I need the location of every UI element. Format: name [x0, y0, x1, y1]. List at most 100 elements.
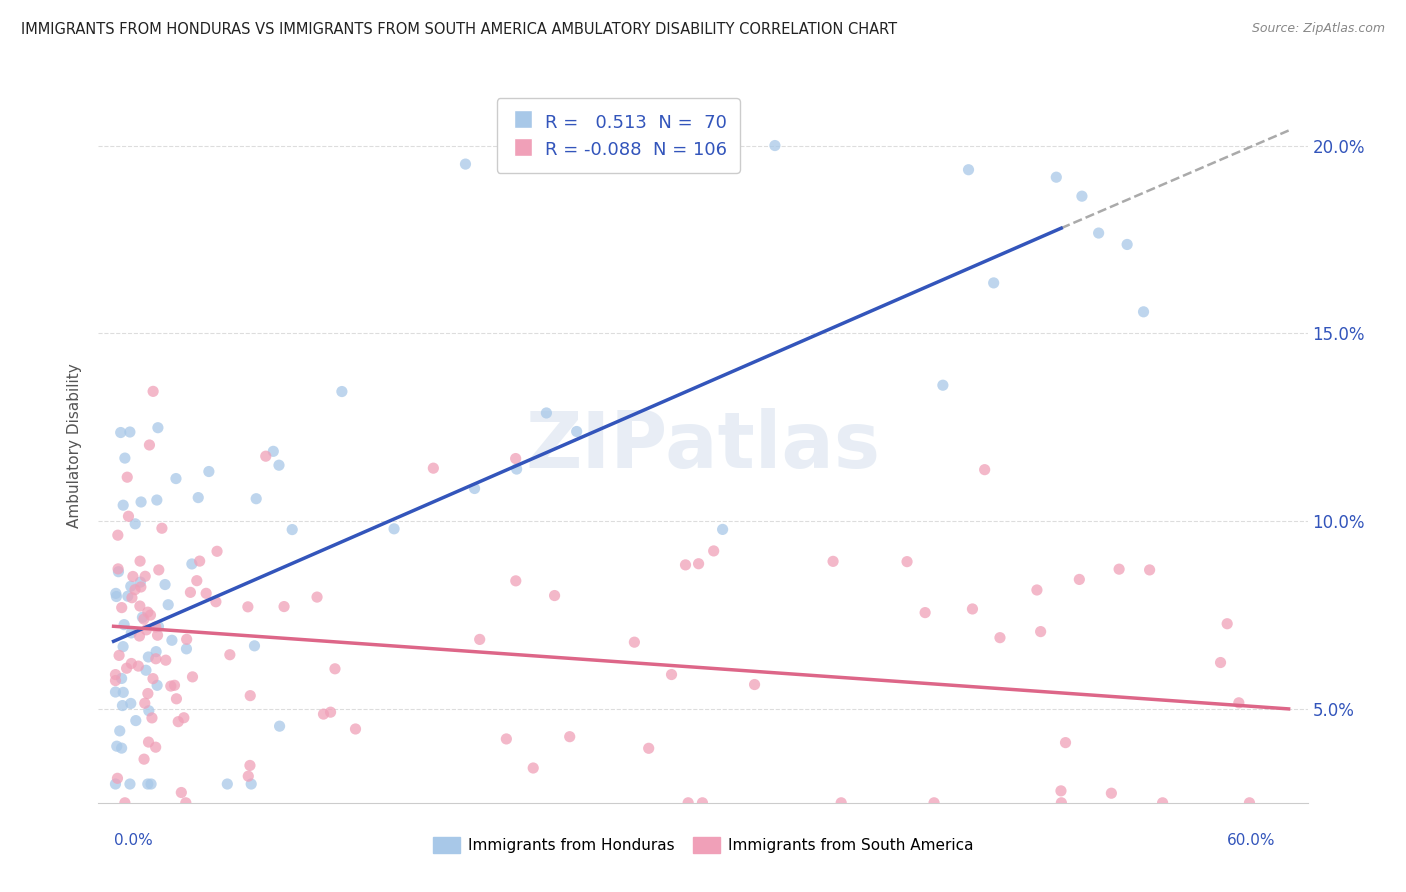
Point — [505, 462, 527, 476]
Point — [830, 796, 852, 810]
Point — [543, 589, 565, 603]
Point — [763, 138, 786, 153]
Point — [205, 544, 228, 558]
Point — [269, 719, 291, 733]
Point — [122, 569, 145, 583]
Point — [179, 585, 201, 599]
Point — [468, 632, 491, 647]
Point — [382, 522, 405, 536]
Point — [129, 575, 152, 590]
Point — [688, 557, 710, 571]
Point — [319, 705, 342, 719]
Point — [262, 444, 284, 458]
Point — [114, 796, 136, 810]
Point — [120, 626, 142, 640]
Point — [135, 663, 157, 677]
Point — [1054, 736, 1077, 750]
Point — [139, 777, 162, 791]
Point — [186, 574, 208, 588]
Point — [138, 735, 160, 749]
Point — [115, 470, 138, 484]
Point — [155, 653, 177, 667]
Point — [1152, 796, 1174, 810]
Point — [120, 697, 142, 711]
Text: 0.0%: 0.0% — [114, 833, 152, 848]
Point — [146, 678, 169, 692]
Point — [1071, 189, 1094, 203]
Point — [145, 620, 167, 634]
Point — [1050, 784, 1073, 798]
Point — [170, 785, 193, 799]
Point — [245, 491, 267, 506]
Point — [1069, 573, 1091, 587]
Point — [160, 633, 183, 648]
Point — [243, 639, 266, 653]
Point — [1108, 562, 1130, 576]
Point — [112, 685, 135, 699]
Point — [1029, 624, 1052, 639]
Point — [142, 672, 165, 686]
Point — [153, 577, 176, 591]
Point — [173, 711, 195, 725]
Point — [129, 495, 152, 509]
Point — [148, 619, 170, 633]
Point — [145, 740, 167, 755]
Point — [661, 667, 683, 681]
Point — [136, 687, 159, 701]
Point — [962, 602, 984, 616]
Point — [159, 679, 181, 693]
Point — [240, 777, 263, 791]
Point — [217, 777, 239, 791]
Point — [104, 777, 127, 791]
Point — [312, 707, 335, 722]
Point — [983, 276, 1005, 290]
Point — [111, 600, 134, 615]
Point — [1239, 796, 1261, 810]
Point — [267, 458, 290, 473]
Point — [108, 648, 131, 663]
Point — [464, 482, 486, 496]
Point — [138, 704, 160, 718]
Point — [205, 595, 228, 609]
Point — [181, 670, 204, 684]
Point — [146, 628, 169, 642]
Point — [121, 591, 143, 605]
Point — [239, 689, 262, 703]
Legend: Immigrants from Honduras, Immigrants from South America: Immigrants from Honduras, Immigrants fro… — [426, 831, 980, 859]
Point — [675, 558, 697, 572]
Point — [139, 608, 162, 623]
Point — [323, 662, 346, 676]
Point — [104, 685, 127, 699]
Point — [129, 580, 152, 594]
Point — [150, 521, 173, 535]
Point — [637, 741, 659, 756]
Point — [114, 451, 136, 466]
Point — [896, 555, 918, 569]
Point — [218, 648, 240, 662]
Point — [117, 589, 139, 603]
Point — [1050, 796, 1073, 810]
Point — [129, 554, 152, 568]
Point — [195, 586, 218, 600]
Point — [107, 772, 129, 786]
Point — [120, 579, 142, 593]
Point — [711, 523, 734, 537]
Point — [132, 752, 155, 766]
Point — [198, 465, 221, 479]
Y-axis label: Ambulatory Disability: Ambulatory Disability — [67, 364, 83, 528]
Point — [1132, 305, 1154, 319]
Point — [957, 162, 980, 177]
Point — [132, 612, 155, 626]
Text: Source: ZipAtlas.com: Source: ZipAtlas.com — [1251, 22, 1385, 36]
Point — [1216, 616, 1239, 631]
Point — [112, 498, 135, 512]
Text: ZIPatlas: ZIPatlas — [526, 408, 880, 484]
Point — [1139, 563, 1161, 577]
Point — [236, 599, 259, 614]
Point — [305, 590, 328, 604]
Point — [536, 406, 558, 420]
Point — [273, 599, 295, 614]
Point — [127, 659, 149, 673]
Point — [495, 731, 517, 746]
Point — [167, 714, 190, 729]
